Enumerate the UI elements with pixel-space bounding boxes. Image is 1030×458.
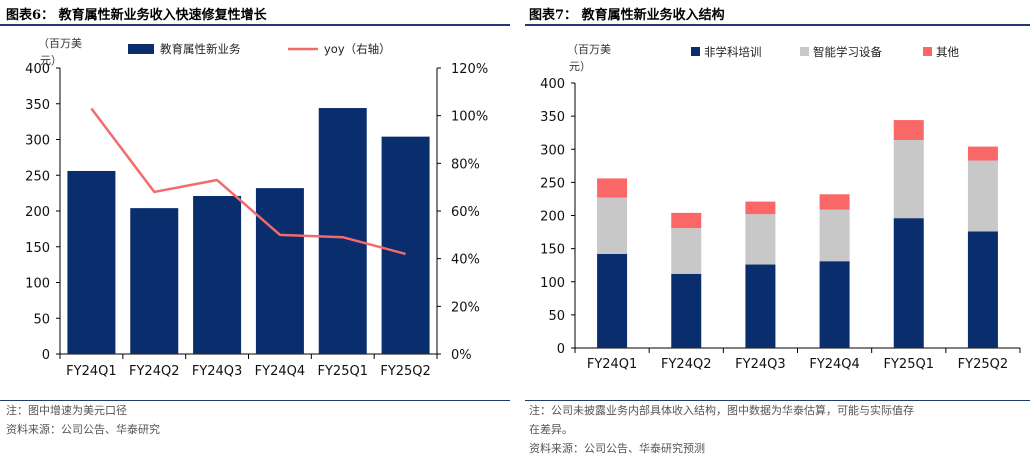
y-tick-label: 350 bbox=[540, 110, 565, 125]
y-tick-label: 100 bbox=[25, 277, 50, 292]
source-line: 资料来源：公司公告、华泰研究 bbox=[6, 423, 160, 436]
x-tick-label: FY25Q2 bbox=[958, 357, 1008, 372]
bar-segment-other bbox=[671, 212, 702, 229]
legend-label: 非学科培训 bbox=[704, 45, 762, 59]
x-tick-label: FY24Q2 bbox=[129, 364, 179, 379]
y-tick-label: 350 bbox=[25, 98, 50, 113]
combo-chart: （百万美 元） 教育属性新业务 yoy（右轴） 0 50 100 150 200 250 3… bbox=[25, 37, 488, 379]
notes-divider bbox=[0, 400, 510, 401]
bar-segment-other bbox=[893, 120, 924, 140]
note-line: 在差异。 bbox=[529, 423, 573, 436]
bar bbox=[193, 195, 242, 354]
bar-segment-core bbox=[671, 273, 702, 348]
y-tick-label: 0 bbox=[557, 342, 565, 357]
x-tick-label: FY24Q1 bbox=[66, 364, 116, 379]
bar-segment-other bbox=[745, 201, 776, 215]
legend: 教育属性新业务 yoy（右轴） bbox=[128, 42, 391, 56]
figure-label: 图表7： bbox=[529, 8, 578, 23]
x-tick-label: FY24Q4 bbox=[809, 357, 859, 372]
y-tick-label: 250 bbox=[540, 176, 565, 191]
legend: 非学科培训 智能学习设备 其他 bbox=[691, 45, 959, 59]
y-tick-label: 400 bbox=[540, 77, 565, 92]
bar-segment-core bbox=[967, 231, 998, 348]
y-tick-label: 300 bbox=[540, 143, 565, 158]
bar-segment-core bbox=[819, 261, 850, 348]
bar-segment-core bbox=[893, 218, 924, 348]
x-tick-label: FY24Q4 bbox=[255, 364, 305, 379]
unit-label: （百万美 bbox=[38, 37, 82, 50]
x-tick-label: FY24Q1 bbox=[587, 357, 637, 372]
legend-swatch bbox=[923, 47, 932, 56]
legend-label: 其他 bbox=[936, 45, 959, 59]
y2-tick-label: 100% bbox=[451, 110, 488, 125]
bar-segment-device bbox=[819, 209, 850, 262]
legend-label-bar: 教育属性新业务 bbox=[160, 42, 241, 56]
notes-divider bbox=[525, 400, 1030, 401]
figure-title: 教育属性新业务收入快速修复性增长 bbox=[58, 8, 267, 23]
figure-title: 教育属性新业务收入结构 bbox=[581, 8, 725, 23]
x-tick-label: FY24Q2 bbox=[661, 357, 711, 372]
title-divider bbox=[525, 24, 1030, 26]
bar bbox=[318, 108, 367, 354]
y-tick-label: 50 bbox=[548, 309, 565, 324]
legend-swatch-bar bbox=[128, 44, 154, 54]
bar-segment-other bbox=[967, 146, 998, 161]
x-tick-label: FY24Q3 bbox=[192, 364, 242, 379]
y-tick-label: 50 bbox=[33, 312, 50, 327]
note-line: 注：图中增速为美元口径 bbox=[6, 404, 127, 417]
y-tick-label: 200 bbox=[540, 210, 565, 225]
bar-segment-device bbox=[671, 228, 702, 274]
legend-label-line: yoy（右轴） bbox=[324, 42, 391, 56]
x-tick-label: FY25Q1 bbox=[884, 357, 934, 372]
note-line: 注：公司未披露业务内部具体收入结构，图中数据为华泰估算，可能与实际值存 bbox=[529, 404, 914, 417]
y-tick-label: 400 bbox=[25, 62, 50, 77]
y2-tick-label: 80% bbox=[451, 157, 480, 172]
title-divider bbox=[0, 24, 510, 26]
y-tick-label: 200 bbox=[25, 205, 50, 220]
bar-segment-core bbox=[745, 264, 776, 348]
source-line: 资料来源：公司公告、华泰研究预测 bbox=[529, 442, 705, 455]
bar bbox=[67, 170, 116, 354]
chart-panel-structure: 图表7： 教育属性新业务收入结构 （百万美 元） 非学科培训 智能学习设备 其他… bbox=[525, 0, 1030, 455]
y2-tick-label: 20% bbox=[451, 300, 480, 315]
bar bbox=[381, 136, 430, 354]
bar bbox=[130, 208, 179, 354]
unit-label: 元） bbox=[40, 54, 62, 67]
bar-segment-device bbox=[745, 214, 776, 265]
x-tick-label: FY25Q1 bbox=[318, 364, 368, 379]
y-tick-label: 0 bbox=[42, 348, 50, 363]
bar-segment-device bbox=[597, 197, 628, 254]
y-tick-label: 150 bbox=[25, 241, 50, 256]
bar-segment-device bbox=[967, 160, 998, 232]
y2-tick-label: 120% bbox=[451, 62, 488, 77]
stacked-bar-chart: （百万美 元） 非学科培训 智能学习设备 其他 0 50 100 150 200 250 3… bbox=[540, 43, 1021, 372]
figure-label: 图表6： bbox=[6, 8, 55, 23]
chart-title: 图表7： 教育属性新业务收入结构 bbox=[529, 4, 725, 23]
bar-segment-device bbox=[893, 139, 924, 219]
x-tick-label: FY25Q2 bbox=[380, 364, 430, 379]
y2-tick-label: 60% bbox=[451, 205, 480, 220]
y2-tick-label: 40% bbox=[451, 253, 480, 268]
x-tick-label: FY24Q3 bbox=[735, 357, 785, 372]
unit-label: （百万美 bbox=[567, 43, 611, 56]
bar-segment-other bbox=[597, 178, 628, 198]
legend-swatch bbox=[800, 47, 809, 56]
unit-label: 元） bbox=[569, 60, 591, 73]
y2-tick-label: 0% bbox=[451, 348, 472, 363]
yoy-line bbox=[90, 107, 406, 256]
bar bbox=[255, 188, 304, 354]
legend-swatch bbox=[691, 47, 700, 56]
y-tick-label: 250 bbox=[25, 169, 50, 184]
y-tick-label: 300 bbox=[25, 134, 50, 149]
bar-segment-other bbox=[819, 194, 850, 210]
chart-title: 图表6： 教育属性新业务收入快速修复性增长 bbox=[6, 4, 267, 23]
bar-segment-core bbox=[597, 253, 628, 348]
legend-label: 智能学习设备 bbox=[813, 45, 882, 59]
y-tick-label: 150 bbox=[540, 243, 565, 258]
chart-panel-revenue: 图表6： 教育属性新业务收入快速修复性增长 （百万美 元） 教育属性新业务 yo… bbox=[0, 0, 510, 454]
y-tick-label: 100 bbox=[540, 276, 565, 291]
